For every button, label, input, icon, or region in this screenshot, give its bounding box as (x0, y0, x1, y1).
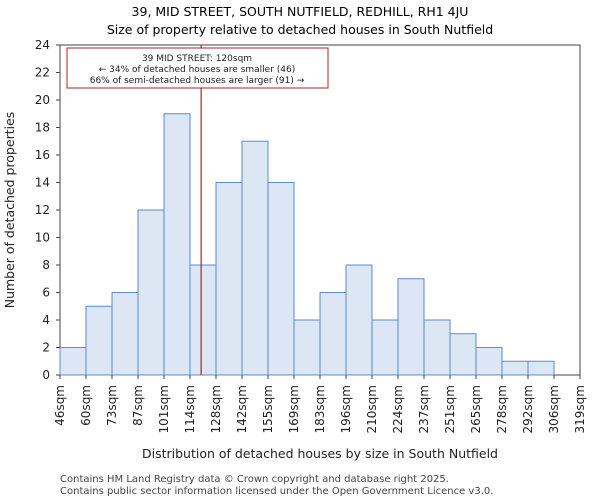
annotation-line-3: 66% of semi-detached houses are larger (… (90, 76, 305, 86)
x-tick-label: 155sqm (261, 385, 275, 433)
x-tick-label: 251sqm (443, 385, 457, 433)
y-tick-label: 14 (35, 176, 50, 190)
annotation-box (66, 47, 329, 89)
y-tick-label: 10 (35, 231, 50, 245)
x-tick-label: 73sqm (105, 385, 119, 426)
x-tick-label: 183sqm (313, 385, 327, 433)
x-tick-label: 46sqm (53, 385, 67, 426)
bar-251sqm (449, 333, 477, 376)
y-tick-label: 12 (35, 203, 50, 217)
x-tick-label: 306sqm (547, 385, 561, 433)
bar-101sqm (163, 113, 191, 376)
bar-265sqm (475, 347, 503, 376)
y-tick-label: 8 (42, 258, 50, 272)
bar-142sqm (241, 140, 269, 376)
x-tick-label: 319sqm (573, 385, 587, 433)
bar-46sqm (59, 347, 87, 376)
x-tick-label: 142sqm (235, 385, 249, 433)
bar-278sqm (501, 360, 529, 376)
bar-196sqm (345, 264, 373, 376)
y-tick-label: 2 (42, 341, 50, 355)
x-tick-label: 265sqm (469, 385, 483, 433)
y-tick-label: 20 (35, 93, 50, 107)
bar-73sqm (111, 292, 139, 376)
x-tick-label: 101sqm (157, 385, 171, 433)
bar-169sqm (293, 319, 321, 376)
bar-114sqm (189, 264, 217, 376)
footer-line-2: Contains public sector information licen… (60, 486, 494, 497)
x-tick-label: 169sqm (287, 385, 301, 433)
x-tick-label: 210sqm (365, 385, 379, 433)
bar-210sqm (371, 319, 399, 376)
bar-237sqm (423, 319, 451, 376)
chart-subtitle: Size of property relative to detached ho… (107, 22, 493, 37)
bar-224sqm (397, 278, 425, 376)
x-tick-label: 224sqm (391, 385, 405, 433)
chart-title: 39, MID STREET, SOUTH NUTFIELD, REDHILL,… (132, 4, 469, 19)
x-axis-label: Distribution of detached houses by size … (142, 446, 498, 461)
annotation-line-1: 39 MID STREET: 120sqm (142, 54, 252, 64)
x-tick-label: 278sqm (495, 385, 509, 433)
x-tick-label: 237sqm (417, 385, 431, 433)
bar-155sqm (267, 182, 295, 376)
x-tick-label: 60sqm (79, 385, 93, 426)
x-tick-label: 87sqm (131, 385, 145, 426)
y-tick-label: 0 (42, 368, 50, 382)
y-tick-label: 18 (35, 121, 50, 135)
y-tick-label: 6 (42, 286, 50, 300)
x-tick-label: 292sqm (521, 385, 535, 433)
y-tick-label: 22 (35, 66, 50, 80)
x-tick-label: 114sqm (183, 385, 197, 433)
annotation-line-2: ← 34% of detached houses are smaller (46… (99, 65, 296, 75)
bar-292sqm (527, 360, 555, 376)
y-tick-label: 24 (35, 38, 50, 52)
bar-87sqm (137, 209, 165, 376)
bar-128sqm (215, 182, 243, 376)
bar-183sqm (319, 292, 347, 376)
x-tick-label: 196sqm (339, 385, 353, 433)
bar-60sqm (85, 305, 113, 376)
x-tick-label: 128sqm (209, 385, 223, 433)
y-tick-label: 16 (35, 148, 50, 162)
y-axis-label: Number of detached properties (2, 112, 17, 309)
y-tick-label: 4 (42, 313, 50, 327)
footer-line-1: Contains HM Land Registry data © Crown c… (60, 474, 449, 485)
